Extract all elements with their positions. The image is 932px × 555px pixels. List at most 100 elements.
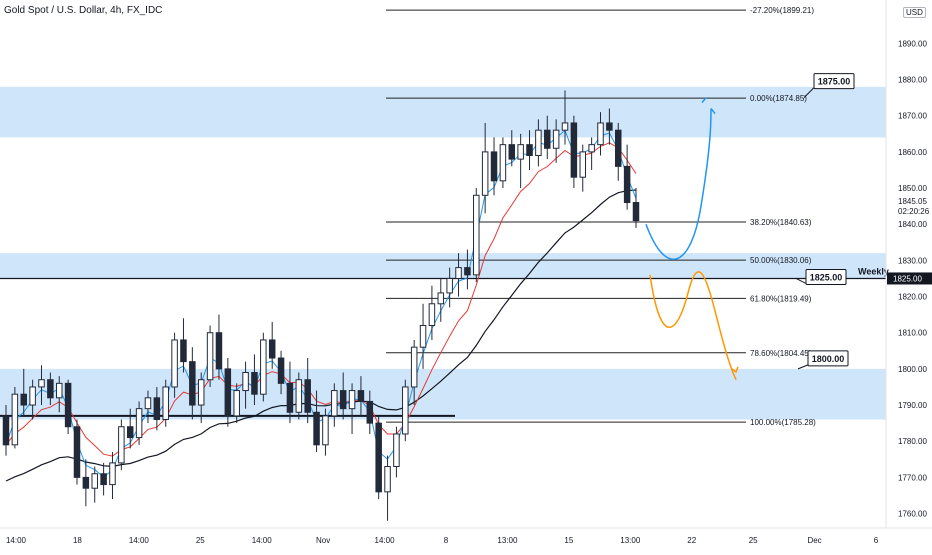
candle-body xyxy=(144,397,152,410)
callout-box xyxy=(807,350,849,367)
time-tick-label: 14:00 xyxy=(375,536,396,545)
ema-fast-line xyxy=(5,129,637,478)
candle-body xyxy=(313,411,320,446)
candle-body xyxy=(224,368,232,417)
fib-label: 50.00%(1830.06) xyxy=(750,256,812,265)
time-tick-label: 6 xyxy=(874,536,879,545)
price-tick-label: 1820.00 xyxy=(898,293,927,302)
candle-body xyxy=(286,382,294,413)
candle-body xyxy=(304,379,311,413)
upper-supply-zone xyxy=(0,86,886,138)
price-tick-label: 1840.00 xyxy=(898,220,927,229)
candle-body xyxy=(473,194,480,276)
candle-body xyxy=(446,277,453,294)
candle-body xyxy=(233,390,240,417)
candle-body xyxy=(277,357,285,384)
candle-body xyxy=(588,144,595,153)
price-tick-label: 1800.00 xyxy=(898,365,927,374)
time-tick-label: 14:00 xyxy=(129,536,150,545)
candle-body xyxy=(393,433,400,468)
callout-pointer xyxy=(795,278,807,284)
candle-body xyxy=(375,422,382,493)
time-tick-label: 25 xyxy=(749,536,758,545)
currency-badge[interactable]: USD xyxy=(903,7,926,18)
candle-body xyxy=(544,129,551,149)
time-tick-label: 22 xyxy=(687,536,696,545)
price-axis: 1760.00 1770.00 1780.00 1790.00 1800.00 1810.… xyxy=(885,0,932,528)
candle-body xyxy=(597,122,604,146)
candle-body xyxy=(153,397,161,421)
fibonacci-layer: -27.20%(1899.21) 0.00%(1874.85) 38.20%(184… xyxy=(386,6,816,427)
candle-body xyxy=(535,129,542,157)
candle-body xyxy=(526,144,533,157)
candle-body xyxy=(295,379,303,413)
price-tick-label: 1770.00 xyxy=(898,473,927,482)
projection-paths-layer xyxy=(645,97,739,381)
price-tick-label: 1860.00 xyxy=(898,148,927,157)
candle-body xyxy=(38,379,45,388)
weekly-axis-label: 1825.00 xyxy=(893,274,922,283)
candle-body xyxy=(366,400,374,424)
candle-body xyxy=(428,303,436,326)
candle-body xyxy=(339,390,347,410)
price-tick-label: 1830.00 xyxy=(898,256,927,265)
candle-body xyxy=(632,202,640,222)
callout-label: 1800.00 xyxy=(812,354,845,364)
candle-body xyxy=(570,122,578,178)
candle-body xyxy=(615,129,622,167)
candle-body xyxy=(180,339,187,363)
time-tick-label: 8 xyxy=(444,536,449,545)
candle-body xyxy=(322,415,329,446)
candle-body xyxy=(481,151,489,196)
candle-body xyxy=(135,408,143,439)
ema-mid-line xyxy=(5,142,637,457)
moving-averages-layer xyxy=(5,129,637,482)
candle-body xyxy=(73,426,81,478)
price-tick-label: 1780.00 xyxy=(898,437,927,446)
candle-body xyxy=(171,339,178,388)
candle-body xyxy=(118,426,125,464)
time-tick-label: Nov xyxy=(316,536,330,545)
price-tick-label: 1870.00 xyxy=(898,112,927,121)
fib-label: 61.80%(1819.49) xyxy=(750,294,812,303)
candle-body xyxy=(606,122,613,131)
bullish-arrowhead xyxy=(701,97,716,114)
candle-body xyxy=(197,379,205,406)
sma-long-line xyxy=(5,189,637,482)
callout-box xyxy=(805,268,847,285)
candle-body xyxy=(82,476,90,489)
candle-body xyxy=(47,379,54,399)
candle-body xyxy=(11,393,19,446)
symbol-title: Gold Spot / U.S. Dollar, 4h, FX_IDC xyxy=(4,5,163,16)
price-tick-label: 1890.00 xyxy=(898,39,927,48)
candle-body xyxy=(251,371,258,395)
candle-body xyxy=(499,144,507,182)
time-tick-label: 14:00 xyxy=(6,536,27,545)
callout-pointer xyxy=(797,364,809,370)
price-tick-label: 1790.00 xyxy=(898,401,927,410)
bearish-projection-path xyxy=(649,271,737,381)
candle-body xyxy=(437,292,445,305)
candle-body xyxy=(455,267,462,279)
weekly-axis-badge xyxy=(887,272,932,285)
fib-label: -27.20%(1899.21) xyxy=(750,6,814,15)
candle-body xyxy=(215,332,223,370)
price-tick-label: 1810.00 xyxy=(898,329,927,338)
candle-body xyxy=(162,386,169,421)
candle-body xyxy=(402,386,409,435)
candle-body xyxy=(490,151,498,182)
price-tick-label: 1760.00 xyxy=(898,510,927,519)
candle-body xyxy=(20,393,27,406)
fib-label: 78.60%(1804.45) xyxy=(750,349,812,358)
candle-body xyxy=(579,151,587,178)
candle-body xyxy=(464,267,471,276)
candle-body xyxy=(410,346,418,388)
candles-layer xyxy=(2,90,640,521)
candle-body xyxy=(242,371,249,392)
time-tick-label: 18 xyxy=(73,536,82,545)
time-tick-label: 25 xyxy=(196,536,205,545)
bullish-projection-path xyxy=(645,108,712,260)
time-tick-label: 13:00 xyxy=(620,536,641,545)
